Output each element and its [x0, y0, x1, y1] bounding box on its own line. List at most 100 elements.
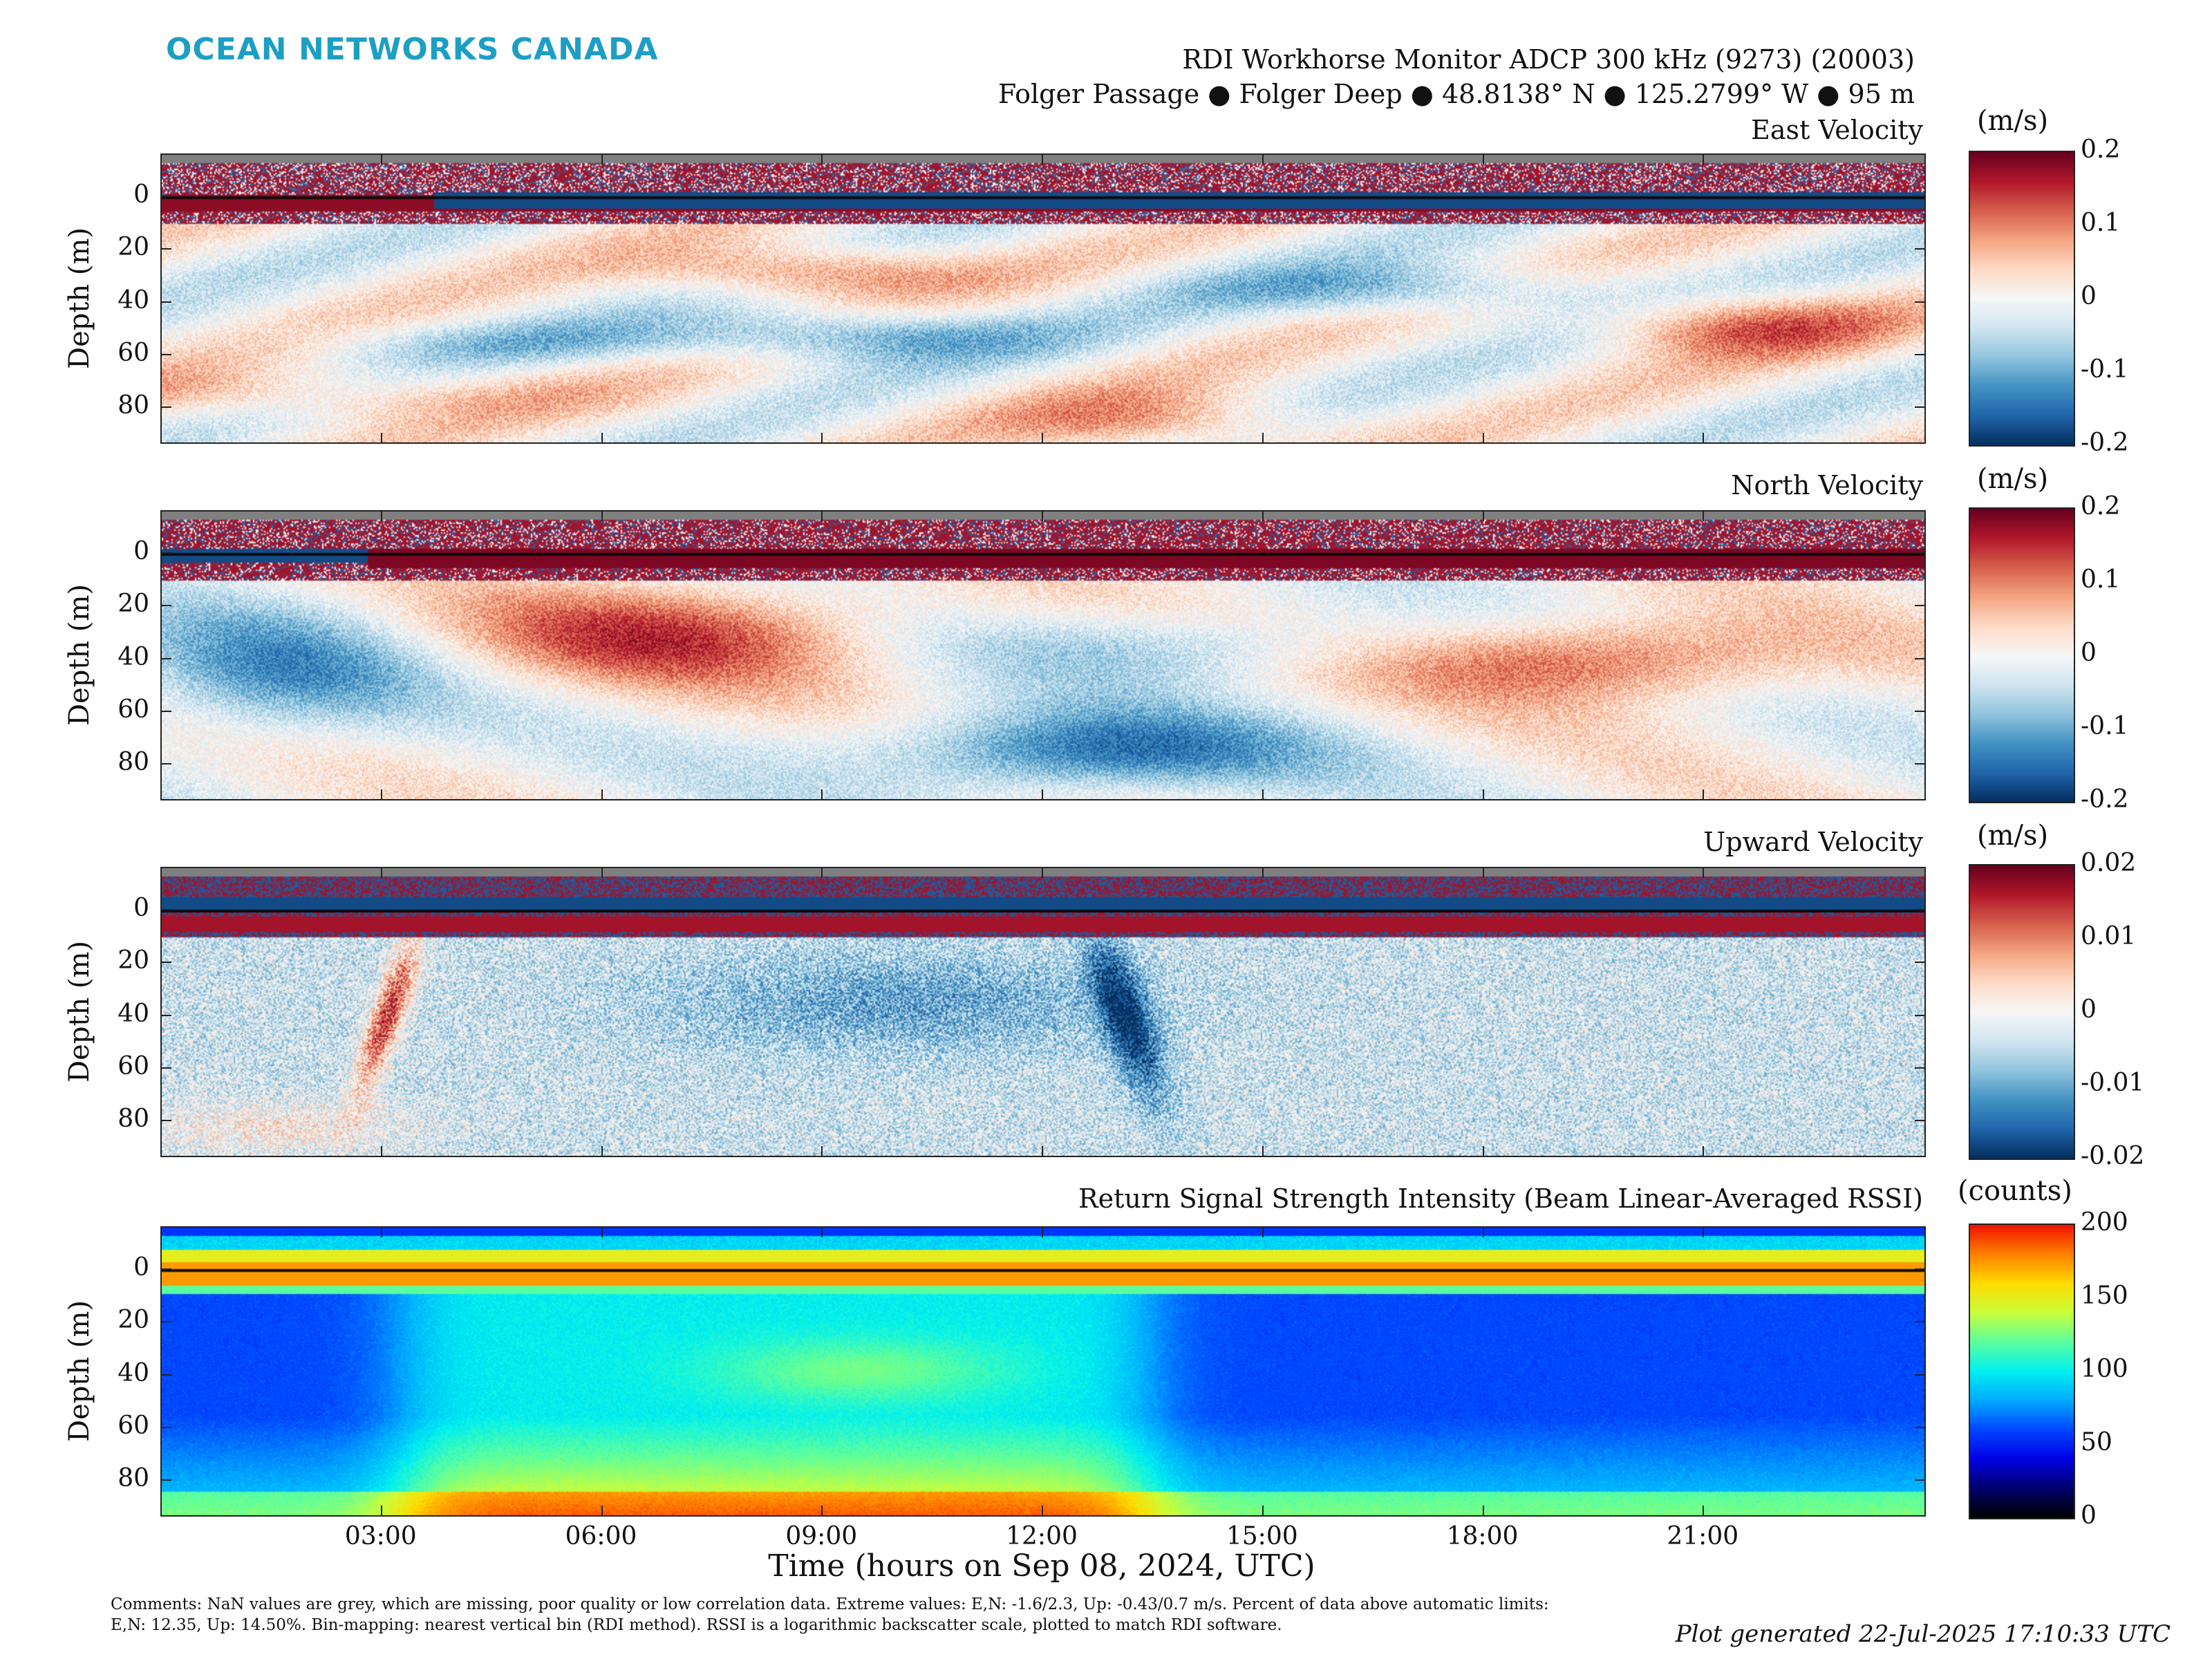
y-tick-mark [162, 763, 171, 765]
colorbar-tick-label: 0 [2081, 1501, 2097, 1530]
x-tick-mark [1703, 433, 1705, 442]
colorbar-tick-label: 0 [2081, 995, 2097, 1024]
y-tick-label: 0 [133, 180, 149, 209]
x-tick-label: 03:00 [344, 1522, 417, 1550]
x-tick-mark [1482, 1506, 1484, 1515]
ocean-networks-canada-logo: OCEAN NETWORKS CANADA [166, 32, 659, 67]
x-tick-mark [1482, 433, 1484, 442]
y-tick-label: 60 [118, 695, 149, 724]
y-tick-mark [162, 1014, 171, 1016]
x-tick-mark [601, 1506, 603, 1515]
y-tick-mark [162, 248, 171, 250]
y-tick-mark [1915, 1014, 1924, 1016]
north-colorbar [1969, 507, 2075, 803]
x-tick-mark [380, 512, 382, 521]
x-tick-mark [1262, 1228, 1264, 1237]
colorbar-tick-label: 0.1 [2081, 209, 2121, 237]
north-velocity-canvas [162, 512, 1924, 799]
x-tick-mark [1482, 789, 1484, 799]
y-tick-mark [1915, 763, 1924, 765]
x-tick-mark [1262, 512, 1264, 521]
y-tick-mark [1915, 909, 1924, 911]
y-tick-label: 80 [118, 748, 149, 777]
panel-title-rssi: Return Signal Strength Intensity (Beam L… [1078, 1183, 1923, 1214]
comments-text: Comments: NaN values are grey, which are… [111, 1595, 1549, 1634]
x-tick-mark [380, 789, 382, 799]
x-tick-mark [1703, 1506, 1705, 1515]
y-tick-label: 20 [118, 590, 149, 619]
x-tick-mark [380, 1506, 382, 1515]
x-tick-label: 21:00 [1667, 1522, 1739, 1550]
x-tick-mark [821, 1146, 823, 1156]
y-tick-label: 20 [118, 946, 149, 975]
y-tick-mark [1915, 196, 1924, 198]
units-rssi: (counts) [1958, 1175, 2072, 1207]
x-tick-mark [601, 868, 603, 878]
x-tick-mark [601, 1228, 603, 1237]
y-tick-label: 40 [118, 999, 149, 1028]
y-tick-label: 80 [118, 391, 149, 420]
y-axis-label: Depth (m) [64, 940, 95, 1082]
x-tick-mark [380, 868, 382, 878]
colorbar-tick-label: 200 [2081, 1208, 2128, 1237]
north-velocity-heatmap [160, 510, 1926, 800]
units-upward: (m/s) [1977, 820, 2049, 852]
units-north: (m/s) [1977, 463, 2049, 495]
colorbar-tick-label: 0 [2081, 282, 2097, 310]
plot-generated-timestamp: Plot generated 22-Jul-2025 17:10:33 UTC [1675, 1620, 2171, 1648]
x-tick-mark [1262, 155, 1264, 165]
x-tick-mark [1042, 868, 1043, 878]
x-tick-mark [380, 155, 382, 165]
y-tick-mark [1915, 1067, 1924, 1069]
y-tick-mark [162, 605, 171, 607]
x-tick-label: 06:00 [565, 1522, 637, 1550]
x-tick-label: 18:00 [1446, 1522, 1519, 1550]
colorbar-tick-label: -0.1 [2081, 355, 2129, 384]
y-tick-label: 80 [118, 1105, 149, 1134]
x-tick-label: 15:00 [1226, 1522, 1298, 1550]
x-tick-mark [1042, 1146, 1043, 1156]
x-tick-mark [821, 512, 823, 521]
upward-colorbar [1969, 864, 2075, 1160]
east-colorbar [1969, 151, 2075, 447]
colorbar-tick-label: 0.1 [2081, 565, 2121, 594]
x-tick-label: 12:00 [1006, 1522, 1078, 1550]
y-tick-mark [1915, 1321, 1924, 1323]
x-tick-mark [821, 1506, 823, 1515]
y-tick-mark [1915, 552, 1924, 554]
y-tick-label: 40 [118, 1358, 149, 1387]
y-tick-mark [162, 406, 171, 409]
rssi-colorbar [1969, 1224, 2075, 1519]
y-tick-mark [162, 1374, 171, 1376]
upward-velocity-heatmap [160, 867, 1926, 1157]
y-tick-mark [162, 1067, 171, 1069]
y-tick-mark [1915, 1374, 1924, 1376]
x-tick-mark [1703, 155, 1705, 165]
y-axis-label: Depth (m) [64, 583, 95, 726]
y-axis-label: Depth (m) [64, 1300, 95, 1442]
colorbar-tick-label: 100 [2081, 1355, 2128, 1383]
units-east: (m/s) [1977, 105, 2049, 137]
east-velocity-canvas [162, 155, 1924, 442]
x-tick-mark [601, 433, 603, 442]
y-tick-mark [1915, 248, 1924, 250]
y-tick-label: 80 [118, 1464, 149, 1493]
x-tick-mark [1703, 789, 1705, 799]
y-tick-mark [162, 552, 171, 554]
y-tick-label: 40 [118, 642, 149, 671]
x-tick-mark [821, 868, 823, 878]
colorbar-tick-label: 0 [2081, 639, 2097, 667]
y-tick-mark [1915, 657, 1924, 659]
x-tick-mark [380, 433, 382, 442]
y-tick-mark [1915, 1120, 1924, 1122]
colorbar-tick-label: 50 [2081, 1428, 2112, 1456]
y-tick-mark [162, 1427, 171, 1429]
y-tick-label: 20 [118, 233, 149, 262]
x-tick-mark [1042, 1506, 1043, 1515]
x-tick-mark [1262, 868, 1264, 878]
y-tick-mark [1915, 1479, 1924, 1481]
x-tick-mark [1703, 512, 1705, 521]
colorbar-tick-label: -0.2 [2081, 429, 2129, 457]
y-tick-mark [1915, 962, 1924, 964]
y-tick-mark [162, 196, 171, 198]
